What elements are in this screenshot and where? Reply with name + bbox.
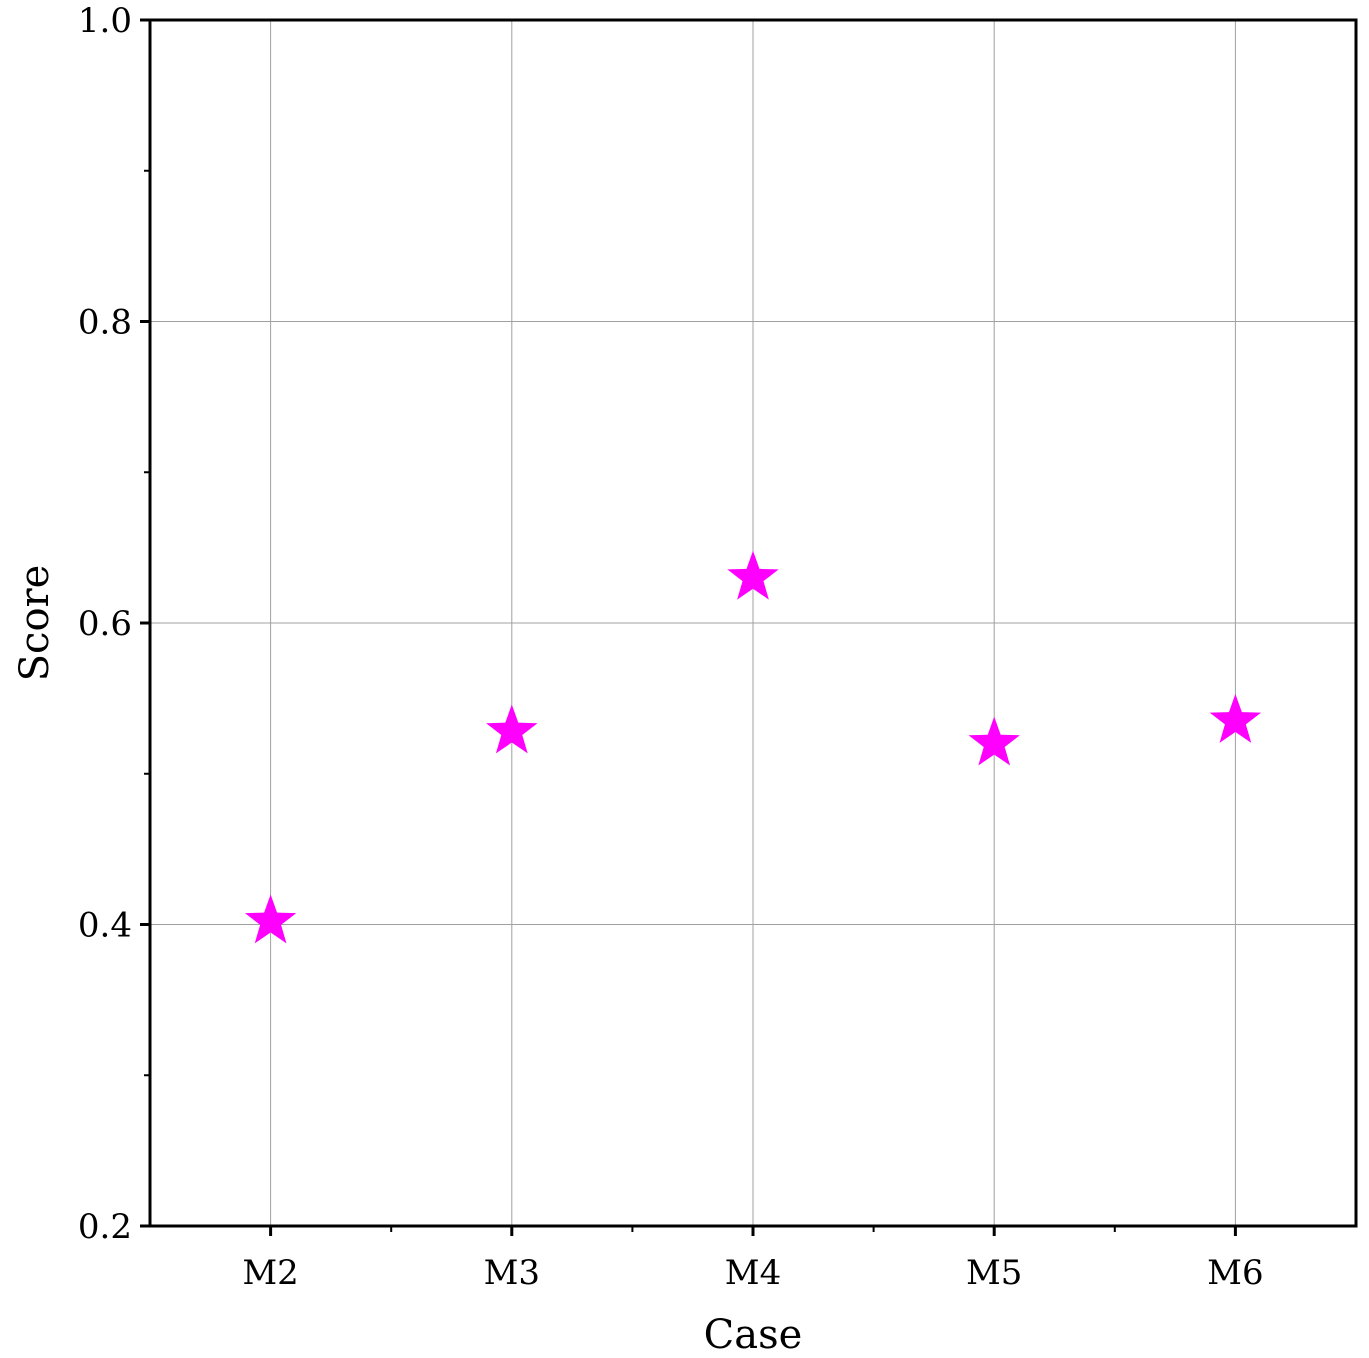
data-point-star [244, 894, 297, 944]
x-tick-label: M5 [966, 1253, 1022, 1293]
x-axis-title: Case [704, 1312, 803, 1358]
data-point-star [968, 716, 1020, 766]
x-tick-label: M6 [1207, 1253, 1263, 1293]
x-tick-label: M3 [484, 1253, 540, 1293]
y-tick-label: 0.2 [78, 1207, 132, 1247]
tick-labels: 0.2 0.4 0.6 0.8 1.0 M2 M3 M4 M5 M6 [78, 1, 1264, 1293]
y-axis-title: Score [12, 565, 58, 682]
y-tick-label: 0.4 [78, 906, 132, 946]
grid-lines [150, 20, 1356, 1226]
y-tick-label: 0.6 [78, 604, 132, 644]
axis-ticks [140, 18, 1237, 1236]
x-tick-label: M2 [242, 1253, 298, 1293]
y-tick-label: 1.0 [78, 1, 132, 41]
plot-frame [148, 18, 1358, 1228]
data-point-star [1209, 693, 1262, 743]
data-point-star [486, 704, 538, 754]
x-tick-label: M4 [725, 1253, 781, 1293]
data-point-star [727, 550, 779, 600]
y-tick-label: 0.8 [78, 303, 132, 343]
data-markers [244, 550, 1262, 944]
